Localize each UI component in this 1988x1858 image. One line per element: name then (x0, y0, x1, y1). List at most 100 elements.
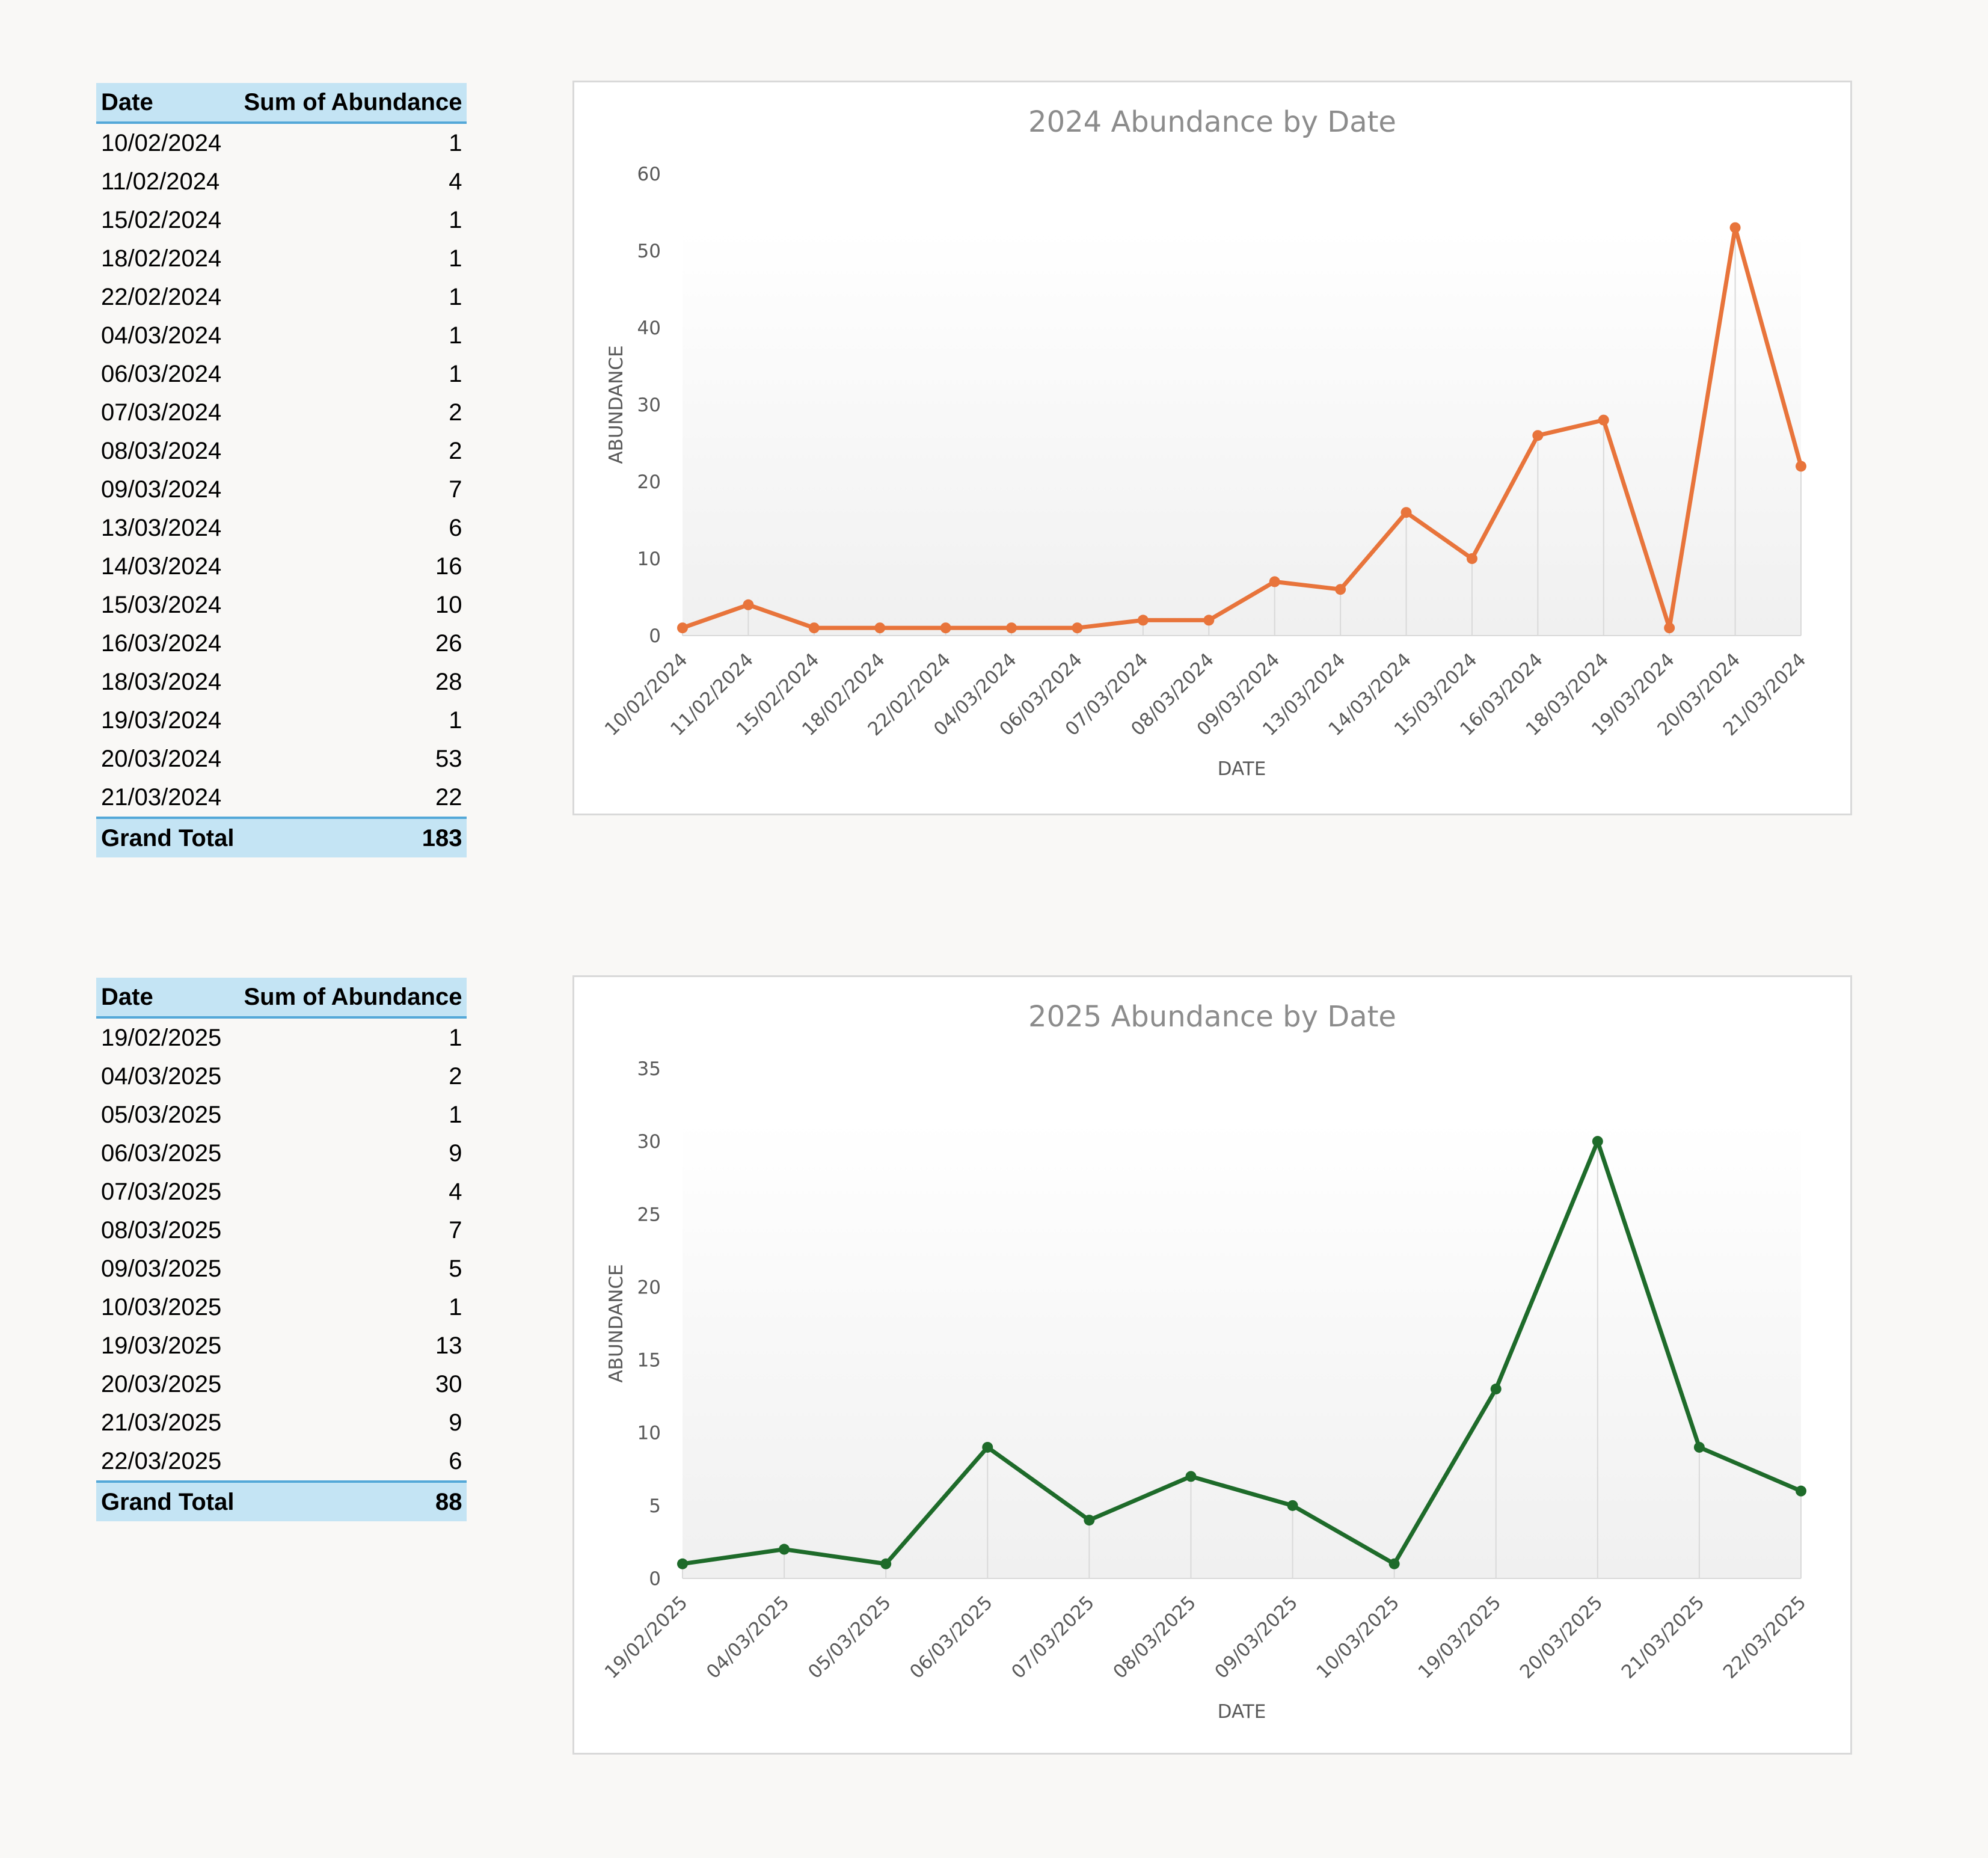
header-sum-of-abundance[interactable]: Sum of Abundance (239, 978, 467, 1019)
table-row[interactable]: 18/02/2024 1 (96, 239, 467, 278)
y-tick-label: 15 (637, 1350, 661, 1372)
row-date: 08/03/2025 (101, 1217, 222, 1243)
row-date: 19/03/2024 (101, 707, 222, 734)
table-row[interactable]: 06/03/2024 1 (96, 355, 467, 393)
table-row[interactable]: 19/03/2025 13 (96, 1326, 467, 1365)
table-row[interactable]: 20/03/2025 30 (96, 1365, 467, 1403)
table-row[interactable]: 21/03/2025 9 (96, 1403, 467, 1442)
data-point (982, 1441, 993, 1453)
row-date: 05/03/2025 (101, 1102, 222, 1128)
data-point (1598, 414, 1609, 426)
chart-title: 2025 Abundance by Date (1028, 1000, 1396, 1034)
table-row[interactable]: 05/03/2025 1 (96, 1096, 467, 1134)
grand-total-label: Grand Total (96, 817, 239, 857)
data-point (1006, 622, 1017, 634)
row-abundance: 22 (435, 784, 462, 811)
plot-area (683, 230, 1801, 636)
data-point (1084, 1515, 1095, 1526)
row-abundance: 1 (449, 1025, 462, 1051)
row-date: 21/03/2025 (101, 1409, 222, 1436)
table-row[interactable]: 15/03/2024 10 (96, 586, 467, 624)
row-abundance: 7 (449, 1217, 462, 1243)
row-date: 10/02/2024 (101, 130, 222, 156)
x-tick-label: 19/02/2025 (601, 1592, 692, 1683)
row-date: 11/02/2024 (101, 168, 220, 195)
data-point (1388, 1558, 1400, 1569)
data-point (1729, 222, 1741, 233)
table-row[interactable]: 09/03/2024 7 (96, 470, 467, 509)
table-row[interactable]: 07/03/2025 4 (96, 1173, 467, 1211)
data-point (1400, 507, 1412, 518)
y-tick-label: 50 (637, 241, 661, 262)
row-abundance: 9 (449, 1140, 462, 1167)
y-tick-label: 35 (637, 1058, 661, 1080)
table-row[interactable]: 10/02/2024 1 (96, 123, 467, 162)
y-tick-label: 0 (649, 1568, 661, 1590)
table-row[interactable]: 22/03/2025 6 (96, 1442, 467, 1482)
table-row[interactable]: 04/03/2025 2 (96, 1057, 467, 1096)
series-line (680, 225, 1803, 630)
table-row[interactable]: 07/03/2024 2 (96, 393, 467, 432)
row-date: 07/03/2025 (101, 1179, 222, 1205)
table-row[interactable]: 19/02/2025 1 (96, 1017, 467, 1057)
row-abundance: 4 (449, 1179, 462, 1205)
x-tick-label: 05/03/2025 (804, 1592, 895, 1683)
table-row[interactable]: 11/02/2024 4 (96, 162, 467, 201)
table-row[interactable]: 15/02/2024 1 (96, 201, 467, 239)
header-sum-of-abundance[interactable]: Sum of Abundance (239, 83, 467, 124)
table-row[interactable]: 21/03/2024 22 (96, 778, 467, 818)
chart-2025-svg: 2025 Abundance by Date 0 5 10 15 20 25 30 35 ABUN… (601, 1000, 1811, 1723)
table-row[interactable]: 06/03/2025 9 (96, 1134, 467, 1173)
row-abundance: 10 (435, 592, 462, 618)
row-date: 07/03/2024 (101, 399, 222, 426)
row-abundance: 1 (449, 361, 462, 387)
y-tick-label: 5 (649, 1495, 661, 1517)
table-row[interactable]: 19/03/2024 1 (96, 701, 467, 740)
row-date: 20/03/2024 (101, 746, 222, 772)
chart-2025-abundance[interactable]: 2025 Abundance by Date 0 5 10 15 20 25 30 35 ABUN… (572, 975, 1852, 1755)
table-row[interactable]: 14/03/2024 16 (96, 547, 467, 586)
header-date[interactable]: Date (96, 83, 239, 124)
data-point (779, 1544, 790, 1555)
row-abundance: 1 (449, 130, 462, 156)
table-row[interactable]: 09/03/2025 5 (96, 1249, 467, 1288)
row-date: 06/03/2025 (101, 1140, 222, 1167)
data-point (743, 599, 754, 610)
table-row[interactable]: 10/03/2025 1 (96, 1288, 467, 1326)
header-date[interactable]: Date (96, 978, 239, 1019)
data-point (677, 622, 688, 634)
data-point (1796, 1485, 1806, 1497)
data-point (1466, 553, 1477, 564)
row-date: 15/03/2024 (101, 592, 222, 618)
x-tick-label: 04/03/2025 (702, 1592, 794, 1683)
table-row[interactable]: 16/03/2024 26 (96, 624, 467, 663)
table-row[interactable]: 08/03/2024 2 (96, 432, 467, 470)
grand-total-row[interactable]: Grand Total 183 (96, 817, 467, 857)
data-point (1490, 1384, 1502, 1395)
row-abundance: 53 (435, 746, 462, 772)
x-tick-label: 07/03/2025 (1007, 1592, 1099, 1683)
row-abundance: 30 (435, 1371, 462, 1397)
grand-total-value: 183 (239, 817, 467, 857)
data-point (1203, 615, 1215, 626)
grand-total-row[interactable]: Grand Total 88 (96, 1480, 467, 1521)
x-tick-label: 19/03/2025 (1414, 1592, 1506, 1683)
table-row[interactable]: 13/03/2024 6 (96, 509, 467, 547)
row-abundance: 2 (449, 438, 462, 464)
data-point (677, 1558, 688, 1569)
y-tick-label: 30 (637, 394, 661, 416)
row-date: 22/03/2025 (101, 1448, 222, 1474)
row-abundance: 6 (449, 1448, 462, 1474)
table-row[interactable]: 22/02/2024 1 (96, 278, 467, 316)
table-row[interactable]: 18/03/2024 28 (96, 663, 467, 701)
row-abundance: 28 (435, 669, 462, 695)
table-row[interactable]: 08/03/2025 7 (96, 1211, 467, 1249)
data-point (1269, 576, 1280, 587)
table-row[interactable]: 04/03/2024 1 (96, 316, 467, 355)
chart-2024-abundance[interactable]: 2024 Abundance by Date 0 10 20 30 40 50 60 ABUND… (572, 81, 1852, 815)
y-tick-label: 20 (637, 1277, 661, 1298)
table-row[interactable]: 20/03/2024 53 (96, 740, 467, 778)
y-tick-label: 10 (637, 1423, 661, 1444)
row-date: 18/03/2024 (101, 669, 222, 695)
row-abundance: 2 (449, 1063, 462, 1090)
